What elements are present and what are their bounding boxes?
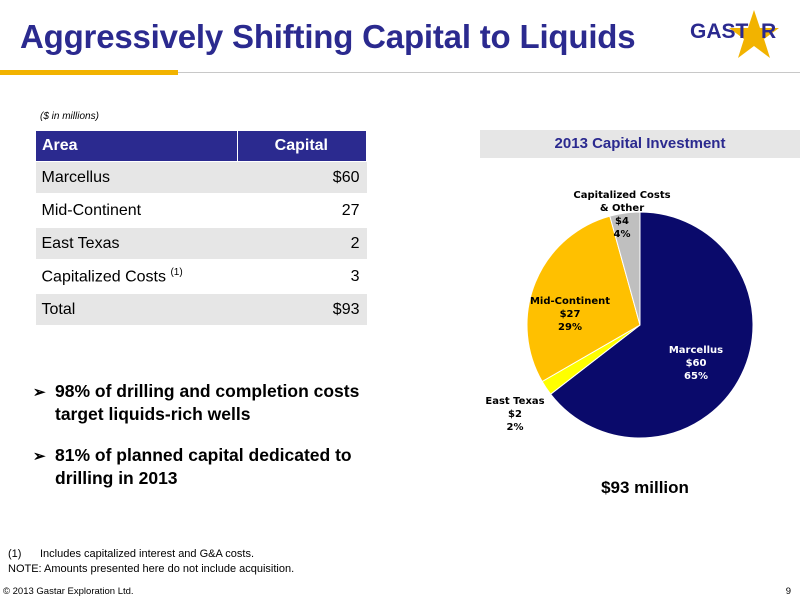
bullet-item: ➢ 81% of planned capital dedicated to dri… xyxy=(33,444,423,490)
footnote-1: (1) Includes capitalized interest and G&A… xyxy=(8,547,294,562)
capital-table: Area Capital Marcellus $60 Mid-Continent… xyxy=(35,130,368,327)
gastar-logo: GAST R xyxy=(690,10,779,58)
table-row: Marcellus $60 xyxy=(35,161,367,195)
bullet-line: 98% of drilling and completion costs xyxy=(55,381,360,401)
bullet-text: 98% of drilling and completion costs targ… xyxy=(55,380,359,426)
pie-chart: Marcellus $60 65% East Texas $2 2% Mid-Contine… xyxy=(485,190,754,439)
pie-slice-mid-continent xyxy=(526,215,641,383)
area-cell: Total xyxy=(35,292,238,327)
chart-title: 2013 Capital Investment xyxy=(480,130,800,158)
title-underline-accent xyxy=(0,70,178,75)
column-header-area: Area xyxy=(35,130,238,162)
pie-slice-marcellus xyxy=(549,211,754,439)
title-underline xyxy=(178,72,800,73)
table-row: East Texas 2 xyxy=(35,227,367,261)
chart-total: $93 million xyxy=(601,478,689,497)
pie-label-capitalized-costs: Capitalized Costs & Other $4 4% xyxy=(573,190,670,240)
area-cell-text: Capitalized Costs xyxy=(41,268,167,286)
logo-text-left: GAST xyxy=(690,20,749,43)
column-header-capital: Capital xyxy=(236,130,368,162)
logo-star-icon xyxy=(729,10,779,58)
area-cell: Mid-Continent xyxy=(35,194,238,228)
pie-label-mid-continent: Mid-Continent $27 29% xyxy=(530,296,610,333)
area-cell: Marcellus xyxy=(35,161,238,195)
capital-cell: 3 xyxy=(237,260,367,294)
bullet-line: target liquids-rich wells xyxy=(55,404,251,424)
bullet-item: ➢ 98% of drilling and completion costs ta… xyxy=(33,380,423,426)
capital-cell: 27 xyxy=(237,194,367,228)
area-cell: Capitalized Costs (1) xyxy=(35,260,238,294)
bullet-list: ➢ 98% of drilling and completion costs ta… xyxy=(33,380,423,508)
logo-text-right: R xyxy=(761,20,776,43)
table-row: Mid-Continent 27 xyxy=(35,194,367,228)
units-note: ($ in millions) xyxy=(40,111,99,122)
copyright: © 2013 Gastar Exploration Ltd. xyxy=(3,586,134,597)
footnote-marker: (1) xyxy=(170,266,183,278)
page-number: 9 xyxy=(785,586,791,597)
footnotes: (1) Includes capitalized interest and G&A… xyxy=(8,547,294,577)
arrow-bullet-icon: ➢ xyxy=(33,384,46,401)
arrow-bullet-icon: ➢ xyxy=(33,448,46,465)
pie-label-east-texas: East Texas $2 2% xyxy=(485,396,544,433)
capital-cell: $93 xyxy=(237,292,367,327)
area-cell: East Texas xyxy=(35,227,238,261)
footnote-text: Includes capitalized interest and G&A co… xyxy=(40,548,255,560)
page-title: Aggressively Shifting Capital to Liquids xyxy=(20,18,636,55)
bullet-text: 81% of planned capital dedicated to drill… xyxy=(55,444,352,490)
table-row: Capitalized Costs (1) 3 xyxy=(35,260,367,294)
bullet-line: 81% of planned capital dedicated to xyxy=(55,445,352,465)
table-header-row: Area Capital xyxy=(35,130,368,162)
footnote-number: (1) xyxy=(8,548,22,560)
capital-cell: $60 xyxy=(237,161,367,195)
bullet-line: drilling in 2013 xyxy=(55,468,178,488)
capital-cell: 2 xyxy=(237,227,367,261)
pie-slice-capitalized-costs xyxy=(609,211,641,326)
footnote-note: NOTE: Amounts presented here do not incl… xyxy=(8,563,295,575)
pie-label-marcellus: Marcellus $60 65% xyxy=(669,345,723,382)
table-total-row: Total $93 xyxy=(35,292,367,327)
